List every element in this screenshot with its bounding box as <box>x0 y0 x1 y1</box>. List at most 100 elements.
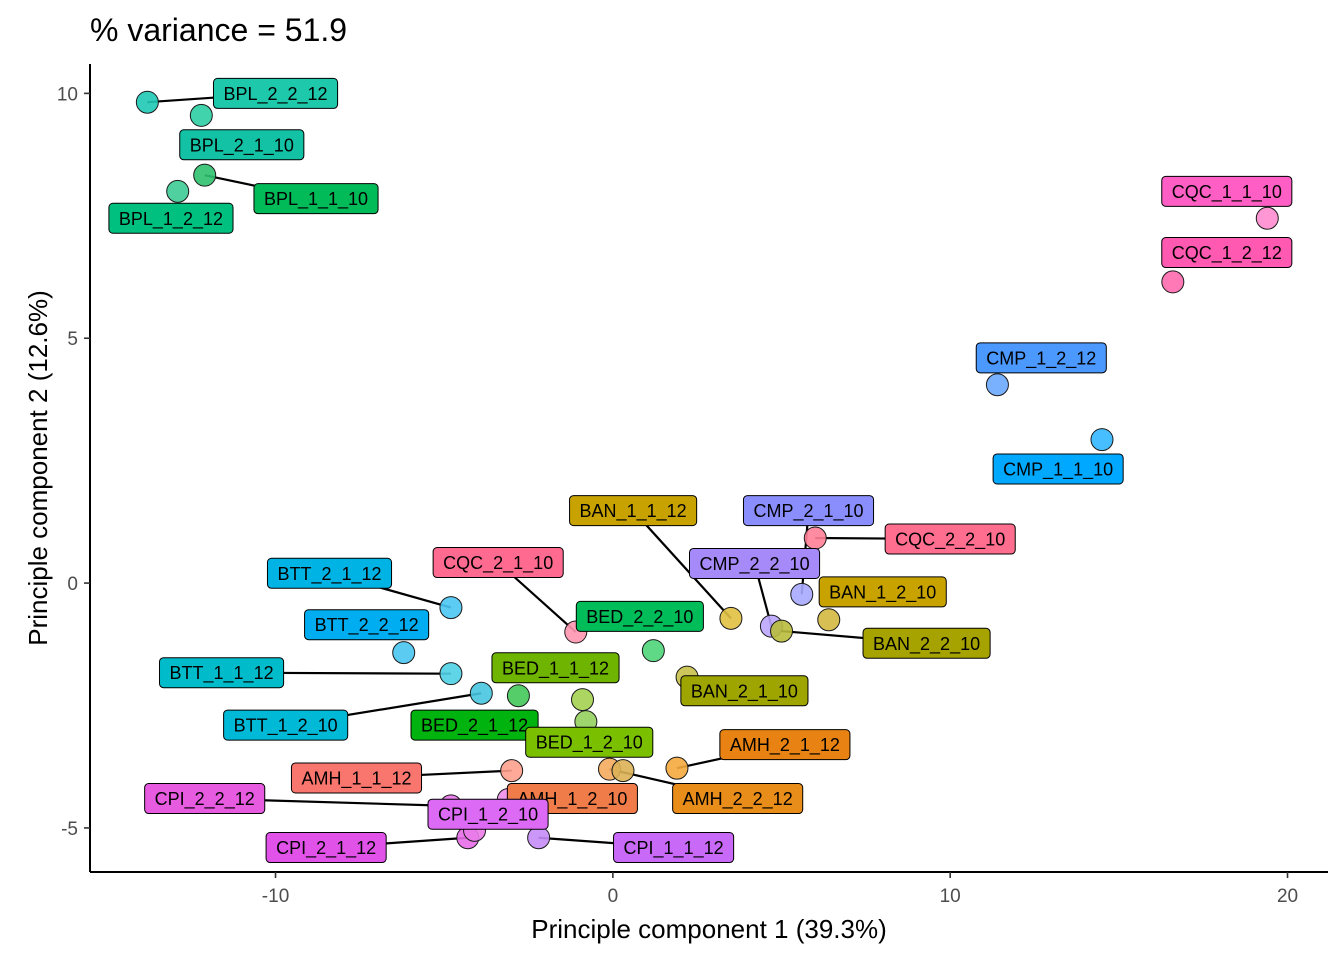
point-label-box <box>304 609 430 641</box>
point-label-box <box>1161 237 1293 269</box>
y-tick-label: 5 <box>67 329 78 350</box>
data-point <box>189 103 213 127</box>
point-label: CPI_2_2_12 <box>144 783 266 815</box>
point-label-text: BED_2_1_12 <box>421 716 528 737</box>
data-point <box>1255 206 1279 230</box>
point-label-text: CPI_2_1_12 <box>276 838 376 859</box>
point-label: BTT_2_2_12 <box>304 609 430 641</box>
point-label: BAN_2_2_10 <box>862 627 991 659</box>
point-label: BPL_2_2_12 <box>212 77 339 109</box>
point-label: CMP_1_1_10 <box>992 453 1124 485</box>
point-label-text: CPI_1_1_12 <box>624 838 724 859</box>
y-tick-label: 0 <box>67 574 78 595</box>
point-label-text: CQC_2_2_10 <box>895 530 1005 551</box>
point-label-text: AMH_1_1_12 <box>301 768 411 789</box>
point-label-text: BAN_2_1_10 <box>691 681 798 702</box>
point-label-text: CQC_1_2_12 <box>1172 243 1282 264</box>
point-label: BED_1_2_10 <box>525 726 654 758</box>
point-label-box <box>818 576 947 608</box>
point-label-text: BAN_2_2_10 <box>873 634 980 655</box>
point-label-box <box>884 523 1016 555</box>
x-axis-title: Principle component 1 (39.3%) <box>531 914 887 944</box>
point-label-text: BPL_1_2_12 <box>119 209 223 230</box>
point-label: BTT_2_1_12 <box>266 557 393 589</box>
point-label: BED_2_1_12 <box>410 709 539 741</box>
point-label-box <box>159 657 285 689</box>
point-label: BED_2_2_10 <box>575 600 704 632</box>
point-label-box <box>491 652 620 684</box>
data-point <box>135 90 159 114</box>
data-point <box>439 662 463 686</box>
point-label-text: BTT_1_1_12 <box>170 663 274 684</box>
data-point <box>803 526 827 550</box>
point-label: AMH_2_1_12 <box>719 729 851 761</box>
point-label-box <box>1161 175 1293 207</box>
point-label-text: CMP_2_2_10 <box>700 554 810 575</box>
point-label: BAN_1_2_10 <box>818 576 947 608</box>
point-label-box <box>212 77 339 109</box>
point-label-box <box>862 627 991 659</box>
point-label: BAN_2_1_10 <box>680 675 809 707</box>
data-point <box>641 639 665 663</box>
point-label-text: BAN_1_2_10 <box>829 582 936 603</box>
point-label: BAN_1_1_12 <box>569 495 698 527</box>
point-label: BPL_1_1_10 <box>253 183 379 215</box>
point-label-text: BTT_2_1_12 <box>277 564 381 585</box>
data-point <box>1090 428 1114 452</box>
point-labels: BPL_2_2_12 BPL_2_1_10 BPL_1_1_10 BPL_1_2_12… <box>108 77 1293 864</box>
data-point <box>1161 270 1185 294</box>
point-label-text: CPI_2_2_12 <box>155 789 255 810</box>
point-label-text: CPI_1_2_10 <box>438 805 538 826</box>
point-label-box <box>689 547 821 579</box>
point-label-box <box>569 495 698 527</box>
point-label: CQC_2_2_10 <box>884 523 1016 555</box>
data-point <box>500 759 524 783</box>
point-label-box <box>680 675 809 707</box>
point-label: CPI_1_2_10 <box>427 798 549 830</box>
x-tick-label: 20 <box>1277 886 1298 907</box>
point-label-box <box>410 709 539 741</box>
point-label-text: CQC_1_1_10 <box>1172 182 1282 203</box>
point-label-box <box>525 726 654 758</box>
data-point <box>719 606 743 630</box>
y-axis-title: Principle component 2 (12.6%) <box>23 290 53 646</box>
point-label: CQC_1_1_10 <box>1161 175 1293 207</box>
point-label-text: CMP_1_1_10 <box>1003 459 1113 480</box>
x-tick-label: -10 <box>262 886 289 907</box>
point-label-text: CQC_2_1_10 <box>443 553 553 574</box>
data-point <box>527 826 551 850</box>
point-label-box <box>253 183 379 215</box>
data-point <box>790 582 814 606</box>
data-point <box>665 756 689 780</box>
data-point <box>469 681 493 705</box>
point-label: BPL_2_1_10 <box>179 129 305 161</box>
data-point <box>817 608 841 632</box>
point-label-box <box>427 798 549 830</box>
point-label-text: BPL_2_2_12 <box>223 84 327 105</box>
point-label-box <box>223 709 349 741</box>
point-label-box <box>179 129 305 161</box>
leader-line <box>632 509 732 620</box>
data-point <box>571 688 595 712</box>
point-label: CMP_2_1_10 <box>742 495 875 527</box>
data-point <box>985 373 1009 397</box>
point-label-text: BPL_2_1_10 <box>190 135 294 156</box>
x-tick-label: 10 <box>940 886 961 907</box>
data-point <box>439 596 463 620</box>
point-label: BTT_1_2_10 <box>223 709 349 741</box>
point-label-text: BTT_2_2_12 <box>315 615 419 636</box>
point-label-box <box>266 557 393 589</box>
point-label: AMH_1_1_12 <box>290 762 423 794</box>
point-label-box <box>265 832 387 864</box>
point-label: CQC_2_1_10 <box>432 547 564 579</box>
point-label-box <box>992 453 1124 485</box>
point-label: BPL_1_2_12 <box>108 202 234 234</box>
point-label-text: BTT_1_2_10 <box>234 716 338 737</box>
point-label-text: BED_1_1_12 <box>502 658 609 679</box>
point-label-text: AMH_2_2_12 <box>683 789 793 810</box>
point-label: AMH_2_2_12 <box>672 783 804 815</box>
data-point <box>166 179 190 203</box>
point-label-text: BED_2_2_10 <box>586 607 693 628</box>
point-label-box <box>575 600 704 632</box>
axes: -10 0 10 20 -5 0 5 10 <box>57 64 1328 907</box>
